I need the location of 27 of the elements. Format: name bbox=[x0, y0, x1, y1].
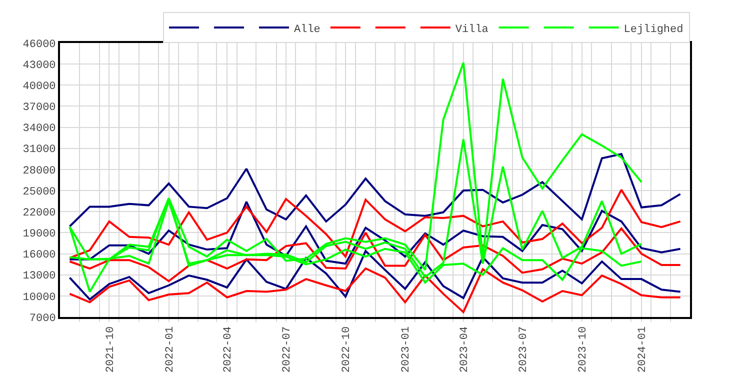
x-tick-label: 2021-10 bbox=[104, 326, 117, 373]
y-tick-label: 43000 bbox=[22, 60, 56, 72]
y-tick-label: 10000 bbox=[22, 292, 56, 304]
y-tick-label: 46000 bbox=[22, 38, 56, 51]
x-tick-label: 2022-07 bbox=[282, 326, 294, 373]
x-tick-label: 2023-01 bbox=[400, 326, 413, 373]
x-tick-label: 2022-04 bbox=[222, 326, 235, 373]
legend-label: Villa bbox=[455, 24, 489, 36]
x-tick-label: 2022-01 bbox=[164, 326, 176, 373]
y-tick-label: 40000 bbox=[22, 81, 56, 93]
x-tick-label: 2023-07 bbox=[518, 326, 530, 373]
y-tick-label: 16000 bbox=[22, 250, 56, 262]
x-tick-label: 2023-04 bbox=[458, 326, 471, 373]
y-tick-label: 13000 bbox=[22, 270, 56, 283]
y-tick-label: 19000 bbox=[22, 228, 56, 241]
y-tick-label: 28000 bbox=[22, 165, 56, 178]
legend-label: Alle bbox=[294, 24, 320, 36]
y-tick-label: 7000 bbox=[29, 312, 56, 325]
x-tick-label: 2022-10 bbox=[341, 326, 354, 373]
x-tick-label: 2023-10 bbox=[577, 326, 590, 373]
y-tick-label: 37000 bbox=[22, 102, 56, 114]
y-tick-label: 34000 bbox=[22, 123, 56, 136]
legend-label: Lejlighed bbox=[624, 24, 684, 36]
y-tick-label: 25000 bbox=[22, 186, 56, 198]
x-tick-label: 2024-01 bbox=[637, 326, 650, 373]
y-tick-label: 22000 bbox=[22, 207, 56, 220]
y-tick-label: 31000 bbox=[22, 144, 56, 156]
